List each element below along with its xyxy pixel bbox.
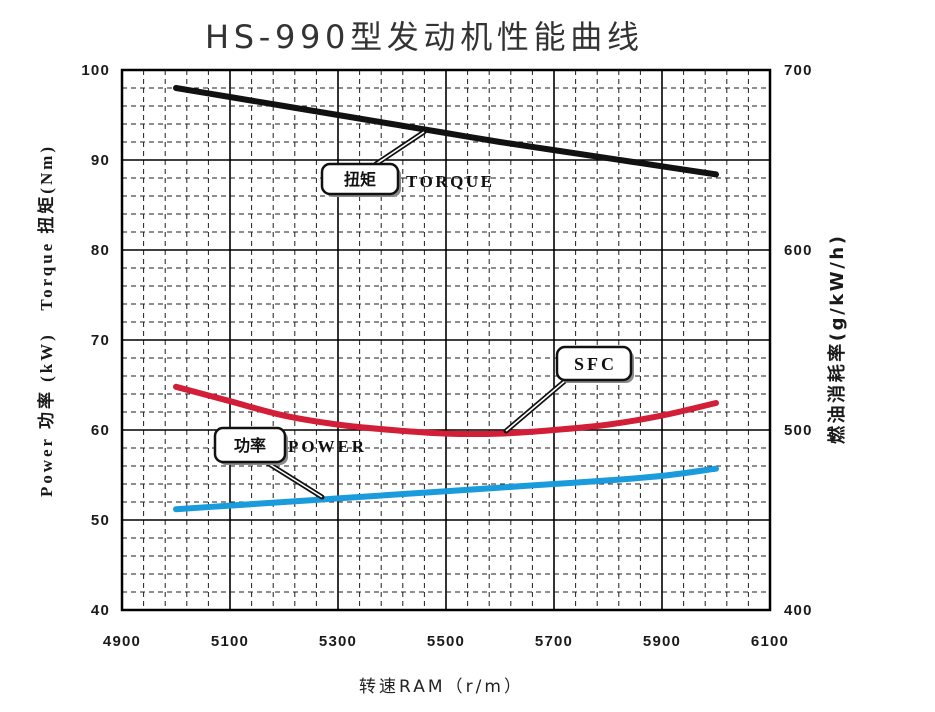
annotation-sfc: SFC	[503, 345, 634, 434]
annotation-label-torque-en: TORQUE	[406, 172, 492, 191]
x-tick-label: 5100	[211, 633, 249, 650]
annotation-label-torque-cn: 扭矩	[344, 170, 376, 189]
y-axis-right-tick-labels: 400 500 600 700	[784, 62, 813, 619]
annotation-label-power-en: POWER	[288, 437, 365, 456]
y-axis-right-label: 燃油消耗率(g/kW/h)	[826, 236, 848, 444]
x-tick-label: 5300	[319, 633, 357, 650]
y-tick-label-right: 700	[784, 62, 813, 79]
leader-line-power-inner	[265, 461, 323, 498]
y-tick-label-left: 50	[91, 512, 110, 529]
x-axis-tick-labels: 4900 5100 5300 5500 5700 5900 6100	[103, 633, 789, 650]
x-tick-label: 5500	[427, 633, 465, 650]
y-tick-label-right: 600	[784, 242, 813, 259]
y-tick-label-right: 500	[784, 422, 813, 439]
chart-title: HS-990型发动机性能曲线	[205, 18, 639, 56]
x-tick-label: 5700	[535, 633, 573, 650]
x-tick-label: 5900	[643, 633, 681, 650]
y-tick-label-right: 400	[784, 602, 813, 619]
y-tick-label-left: 70	[91, 332, 110, 349]
y-tick-label-left: 60	[91, 422, 110, 439]
series-lines	[173, 85, 719, 513]
leader-line-torque-inner	[375, 131, 425, 165]
x-tick-label: 4900	[103, 633, 141, 650]
y-tick-label-left: 80	[91, 242, 110, 259]
annotation-box-power	[213, 426, 287, 464]
y-axis-left-tick-labels: 40 50 60 70 80 90 100	[81, 62, 110, 619]
y-tick-label-left: 90	[91, 152, 110, 169]
plot-frame	[120, 68, 772, 612]
annotation-box-sfc	[555, 345, 633, 382]
series-line-sfc	[173, 383, 719, 438]
x-axis-label: 转速RAM（r/m）	[359, 677, 521, 697]
annotation-torque: 扭矩 TORQUE	[320, 129, 492, 197]
series-line-torque	[173, 85, 719, 178]
y-tick-label-left: 100	[81, 62, 110, 79]
y-axis-left-label: Power 功率 (kW) Torque 扭矩(Nm)	[36, 147, 56, 497]
leader-line-sfc-inner	[505, 379, 567, 432]
x-tick-label: 6100	[751, 633, 789, 650]
series-line-power	[173, 465, 719, 513]
annotation-box-torque	[320, 162, 400, 196]
annotation-label-sfc: SFC	[574, 354, 614, 374]
grid	[121, 69, 771, 611]
y-tick-label-left: 40	[91, 602, 110, 619]
annotation-power: 功率 POWER	[213, 426, 365, 500]
annotation-label-power-cn: 功率	[234, 436, 266, 455]
